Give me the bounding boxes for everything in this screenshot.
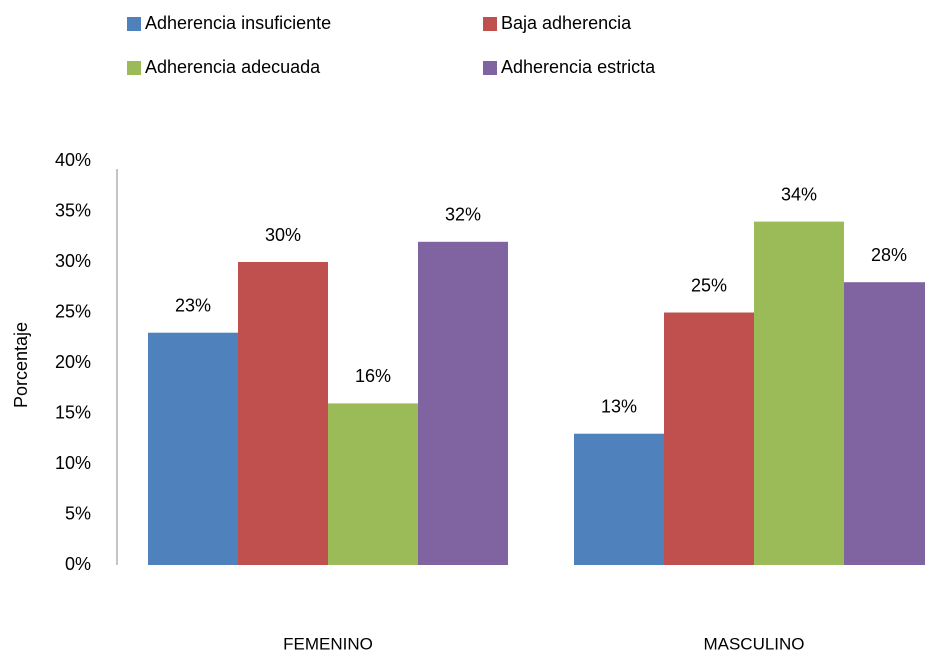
legend-swatch — [483, 61, 497, 75]
legend-swatch — [127, 17, 141, 31]
data-label: 25% — [691, 275, 727, 295]
x-tick-label: MASCULINO — [703, 634, 804, 653]
data-label: 34% — [781, 184, 817, 204]
bar — [754, 221, 844, 565]
y-tick-label: 10% — [55, 453, 91, 473]
x-tick-label: FEMENINO — [283, 634, 373, 653]
bar — [574, 433, 664, 565]
y-tick-label: 15% — [55, 402, 91, 422]
legend-label: Adherencia adecuada — [145, 57, 321, 77]
bar — [238, 262, 328, 565]
legend-swatch — [127, 61, 141, 75]
y-tick-label: 5% — [65, 503, 91, 523]
bar — [664, 312, 754, 565]
bar — [844, 282, 925, 565]
data-label: 13% — [601, 396, 637, 416]
y-tick-label: 40% — [55, 150, 91, 170]
legend-label: Adherencia insuficiente — [145, 13, 331, 33]
legend-label: Adherencia estricta — [501, 57, 656, 77]
y-axis-title: Porcentaje — [11, 322, 31, 408]
bar — [418, 241, 508, 566]
data-label: 32% — [445, 205, 481, 225]
legend-label: Baja adherencia — [501, 13, 632, 33]
y-tick-label: 25% — [55, 301, 91, 321]
y-tick-label: 35% — [55, 200, 91, 220]
y-tick-label: 0% — [65, 554, 91, 574]
data-label: 28% — [871, 245, 907, 265]
data-label: 30% — [265, 225, 301, 245]
y-tick-label: 30% — [55, 251, 91, 271]
bar — [328, 403, 418, 565]
legend-swatch — [483, 17, 497, 31]
bar — [148, 332, 238, 565]
y-tick-label: 20% — [55, 352, 91, 372]
data-label: 23% — [175, 295, 211, 315]
data-label: 16% — [355, 366, 391, 386]
